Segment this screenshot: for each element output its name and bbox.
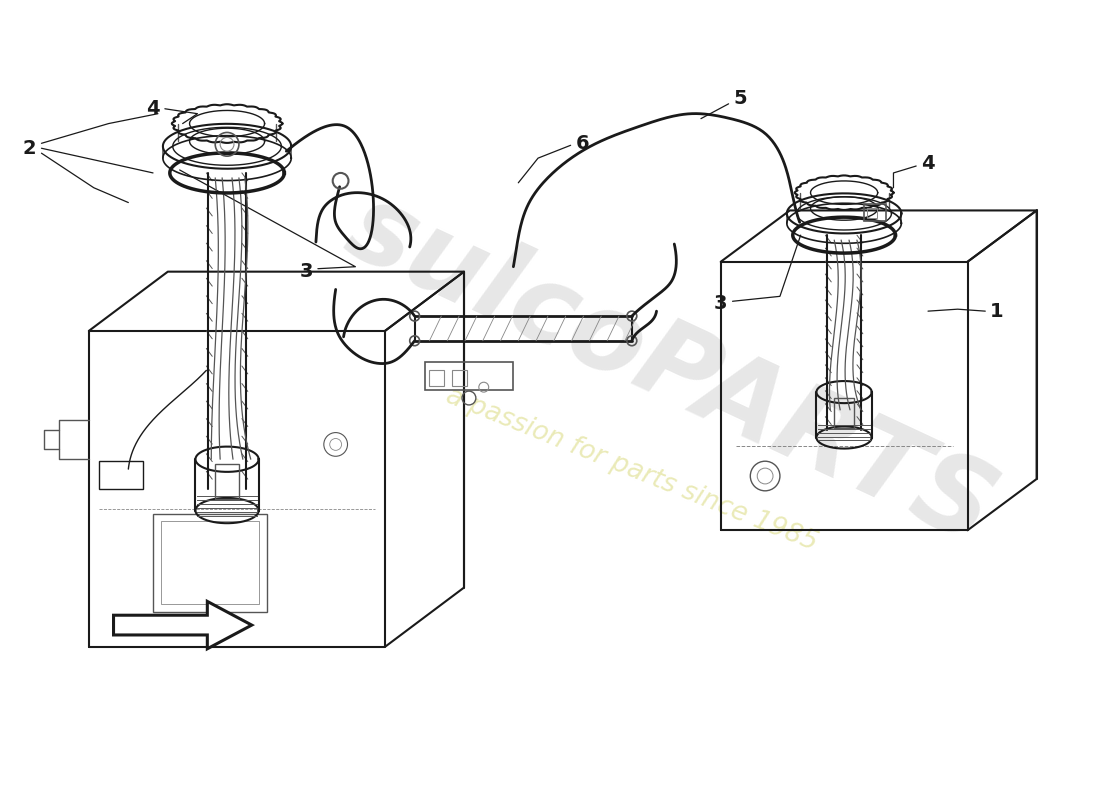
Text: 1: 1 [990,302,1004,321]
Text: 5: 5 [734,90,747,108]
Polygon shape [113,602,252,649]
Bar [867,209,877,218]
Text: a passion for parts since 1985: a passion for parts since 1985 [442,382,822,556]
Bar [834,398,854,428]
Bar [864,203,886,222]
Text: sulcoPARTS: sulcoPARTS [331,174,1012,566]
Bar [425,362,514,390]
Text: 6: 6 [575,134,590,153]
Text: 3: 3 [714,294,727,313]
Text: 3: 3 [299,262,312,281]
Bar [216,464,239,498]
Text: 4: 4 [146,99,160,118]
Text: 2: 2 [23,138,36,158]
Bar [161,522,258,604]
Bar [452,370,468,386]
Bar [429,370,444,386]
Bar [99,462,143,489]
Text: 4: 4 [921,154,935,173]
Bar [153,514,266,612]
